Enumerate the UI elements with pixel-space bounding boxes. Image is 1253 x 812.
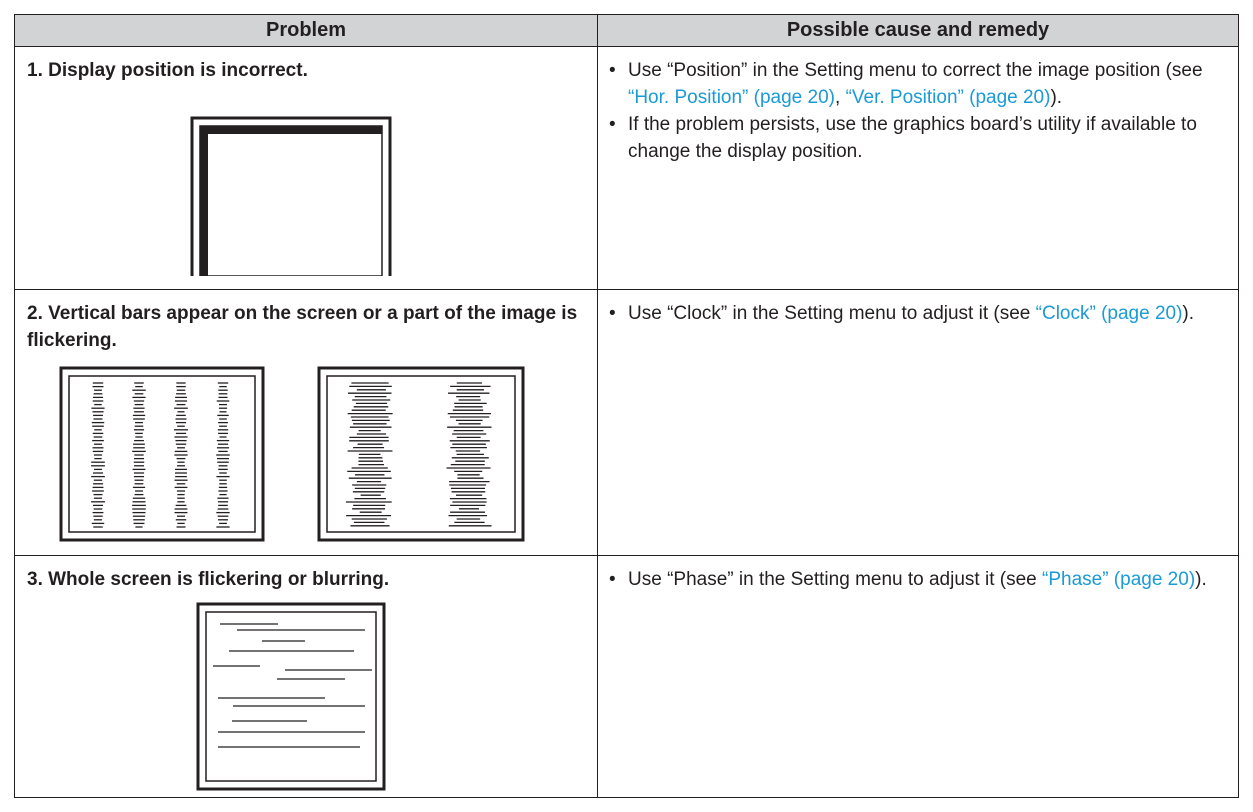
remedy-bullet: Use “Phase” in the Setting menu to adjus… [608,566,1226,593]
table-row: 1. Display position is incorrect. Use “P… [14,46,1239,290]
remedy-text: ). [1050,87,1063,108]
page-link[interactable]: “Ver. Position” (page 20) [845,87,1051,108]
remedy-text: ). [1182,303,1195,324]
problem-text: 3. Whole screen is flickering or blurrin… [27,569,390,590]
remedy-text: ). [1195,569,1207,590]
remedy-cell: Use “Position” in the Setting menu to co… [597,46,1239,290]
monitor-frame [196,602,386,791]
problem-cell: 1. Display position is incorrect. [14,46,598,290]
header-cell: Problem [14,14,598,47]
remedy-cell: Use “Clock” in the Setting menu to adjus… [597,289,1239,556]
remedy-cell: Use “Phase” in the Setting menu to adjus… [597,555,1239,798]
monitor-frame [317,366,525,542]
monitor-screen [205,611,377,782]
troubleshooting-table: Problem Possible cause and remedy 1. Dis… [14,14,1239,798]
remedy-bullet: Use “Position” in the Setting menu to co… [608,57,1226,111]
monitor-screen [326,375,516,533]
monitor-frame [190,116,392,276]
page-link[interactable]: “Phase” (page 20) [1042,569,1196,590]
remedy-text: Use “Position” in the Setting menu to co… [628,60,1203,81]
remedy-bullet: If the problem persists, use the graphic… [608,111,1226,165]
remedy-text: If the problem persists, use the graphic… [628,114,1197,162]
remedy-text: Use “Clock” in the Setting menu to adjus… [628,303,1036,324]
monitor-screen [68,375,256,533]
illustration [196,602,386,791]
monitor-frame [59,366,265,542]
problem-text: 2. Vertical bars appear on the screen or… [27,303,578,351]
page-link[interactable]: “Hor. Position” (page 20) [628,87,835,108]
problem-cell: 2. Vertical bars appear on the screen or… [14,289,598,556]
remedy-bullet: Use “Clock” in the Setting menu to adjus… [608,300,1226,327]
illustration [190,116,392,276]
header-row: Problem Possible cause and remedy [14,14,1239,47]
monitor-screen [199,125,383,276]
shift-bar [200,126,208,276]
remedy-text: , [835,87,846,108]
problem-text: 1. Display position is incorrect. [27,60,308,81]
remedy-text: Use “Phase” in the Setting menu to adjus… [628,569,1042,590]
table-row: 3. Whole screen is flickering or blurrin… [14,555,1239,798]
problem-cell: 3. Whole screen is flickering or blurrin… [14,555,598,798]
page-link[interactable]: “Clock” (page 20) [1035,303,1183,324]
table-row: 2. Vertical bars appear on the screen or… [14,289,1239,556]
illustration [59,366,525,542]
shift-bar [200,126,382,134]
header-cell: Possible cause and remedy [597,14,1239,47]
